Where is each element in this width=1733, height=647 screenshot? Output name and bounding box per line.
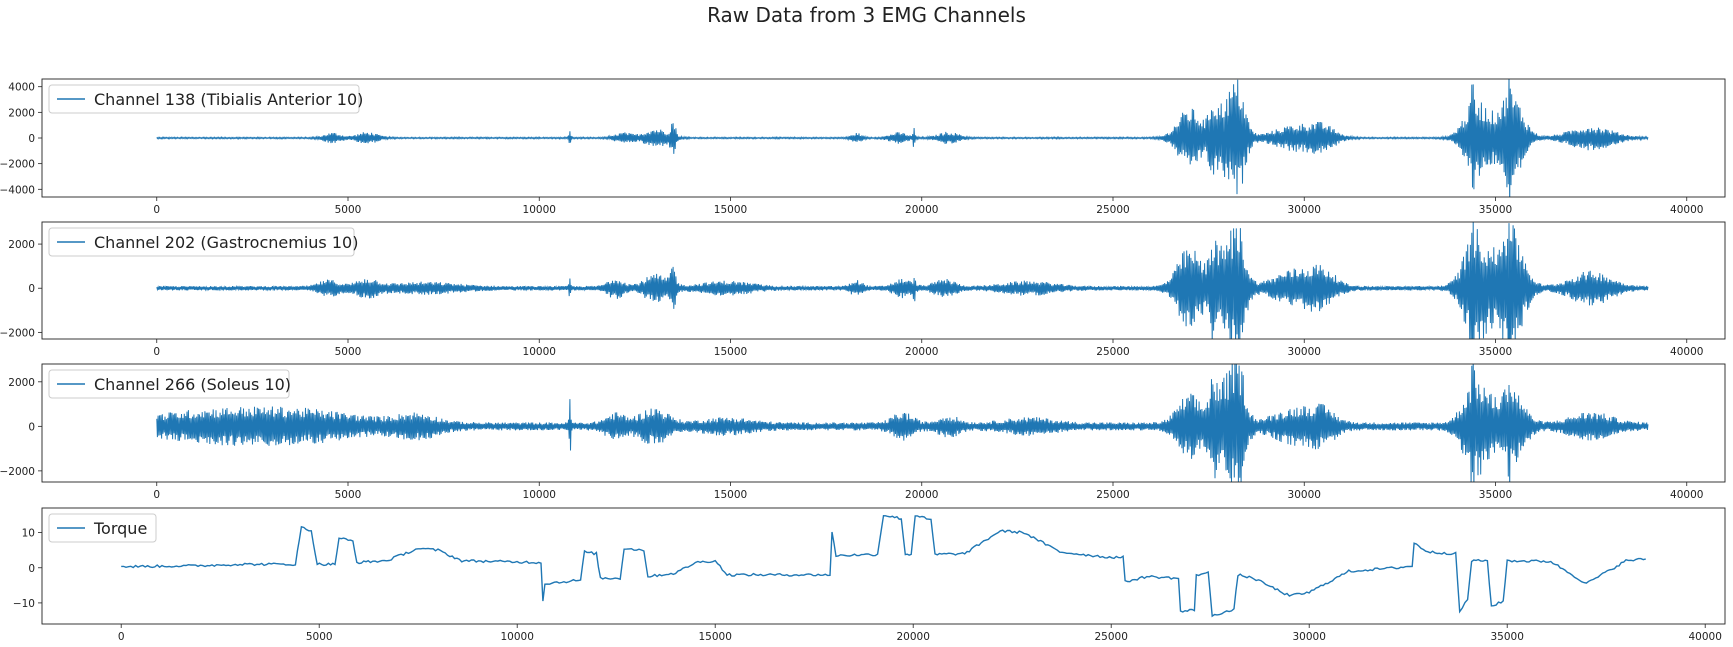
legend-label: Torque	[93, 519, 147, 538]
x-tick-label: 30000	[1288, 346, 1321, 358]
x-tick-label: 10000	[500, 631, 533, 643]
y-tick-label: 4000	[8, 82, 35, 94]
axes-frame	[41, 363, 1726, 483]
x-tick-label: 25000	[1094, 631, 1127, 643]
y-tick-label: 0	[28, 283, 35, 295]
x-tick-label: 40000	[1670, 346, 1703, 358]
x-tick-label: 30000	[1288, 204, 1321, 216]
series-line-3	[156, 364, 1649, 482]
y-tick-label: −2000	[0, 159, 35, 171]
y-tick-label: −2000	[0, 327, 35, 339]
x-tick-label: 30000	[1288, 489, 1321, 501]
x-tick-label: 10000	[523, 489, 556, 501]
legend: Channel 266 (Soleus 10)	[48, 369, 291, 399]
x-tick-label: 20000	[905, 204, 938, 216]
y-tick-label: 0	[28, 133, 35, 145]
x-tick-label: 0	[153, 489, 160, 501]
x-tick-label: 5000	[335, 346, 362, 358]
x-tick-label: 20000	[905, 346, 938, 358]
x-tick-label: 25000	[1096, 346, 1129, 358]
panel-3: 0 5000 10000 15000 20000 25000 30000 35000 40000…	[0, 363, 1726, 501]
legend: Channel 202 (Gastrocnemius 10)	[48, 227, 358, 257]
legend-label: Channel 202 (Gastrocnemius 10)	[94, 233, 358, 252]
legend-label: Channel 266 (Soleus 10)	[94, 375, 291, 394]
legend-label: Channel 138 (Tibialis Anterior 10)	[94, 90, 363, 109]
x-tick-label: 10000	[523, 346, 556, 358]
x-tick-label: 0	[118, 631, 125, 643]
series-line-2	[156, 222, 1649, 339]
y-tick-label: −4000	[0, 184, 35, 196]
panel-1: 0 5000 10000 15000 20000 25000 30000 35000 40000…	[0, 78, 1726, 216]
x-tick-label: 5000	[335, 204, 362, 216]
x-tick-label: 0	[153, 346, 160, 358]
x-tick-label: 40000	[1670, 204, 1703, 216]
x-tick-label: 35000	[1479, 346, 1512, 358]
x-tick-label: 10000	[523, 204, 556, 216]
x-tick-label: 25000	[1096, 489, 1129, 501]
legend: Torque	[48, 513, 157, 543]
series-line-4	[121, 514, 1646, 618]
y-tick-label: 2000	[8, 239, 35, 251]
legend: Channel 138 (Tibialis Anterior 10)	[48, 84, 363, 114]
x-tick-label: 15000	[698, 631, 731, 643]
x-tick-label: 15000	[714, 346, 747, 358]
series-line-1	[156, 79, 1649, 197]
x-tick-label: 40000	[1688, 631, 1721, 643]
x-tick-label: 15000	[714, 489, 747, 501]
figure-title: Raw Data from 3 EMG Channels	[707, 3, 1026, 27]
y-tick-label: 0	[28, 421, 35, 433]
y-tick-label: 2000	[8, 377, 35, 389]
x-tick-label: 5000	[335, 489, 362, 501]
panel-2: 0 5000 10000 15000 20000 25000 30000 35000 40000…	[0, 221, 1726, 358]
x-tick-label: 35000	[1479, 204, 1512, 216]
x-tick-label: 35000	[1479, 489, 1512, 501]
y-tick-label: 0	[28, 563, 35, 575]
x-tick-label: 25000	[1096, 204, 1129, 216]
axes-frame	[41, 221, 1726, 340]
y-tick-label: 10	[22, 528, 35, 540]
x-tick-label: 35000	[1490, 631, 1523, 643]
legend-box	[48, 227, 355, 257]
x-tick-label: 5000	[306, 631, 333, 643]
panel-4: 0 5000 10000 15000 20000 25000 30000 35000 40000…	[13, 507, 1726, 643]
legend-box	[48, 84, 360, 114]
legend-box	[48, 513, 157, 543]
y-tick-label: −10	[13, 598, 35, 610]
y-tick-label: −2000	[0, 466, 35, 478]
x-tick-label: 30000	[1292, 631, 1325, 643]
x-tick-label: 20000	[896, 631, 929, 643]
x-tick-label: 15000	[714, 204, 747, 216]
x-tick-label: 20000	[905, 489, 938, 501]
y-tick-label: 2000	[8, 107, 35, 119]
x-tick-label: 40000	[1670, 489, 1703, 501]
x-tick-label: 0	[153, 204, 160, 216]
legend-box	[48, 369, 290, 399]
axes-frame	[41, 507, 1726, 625]
